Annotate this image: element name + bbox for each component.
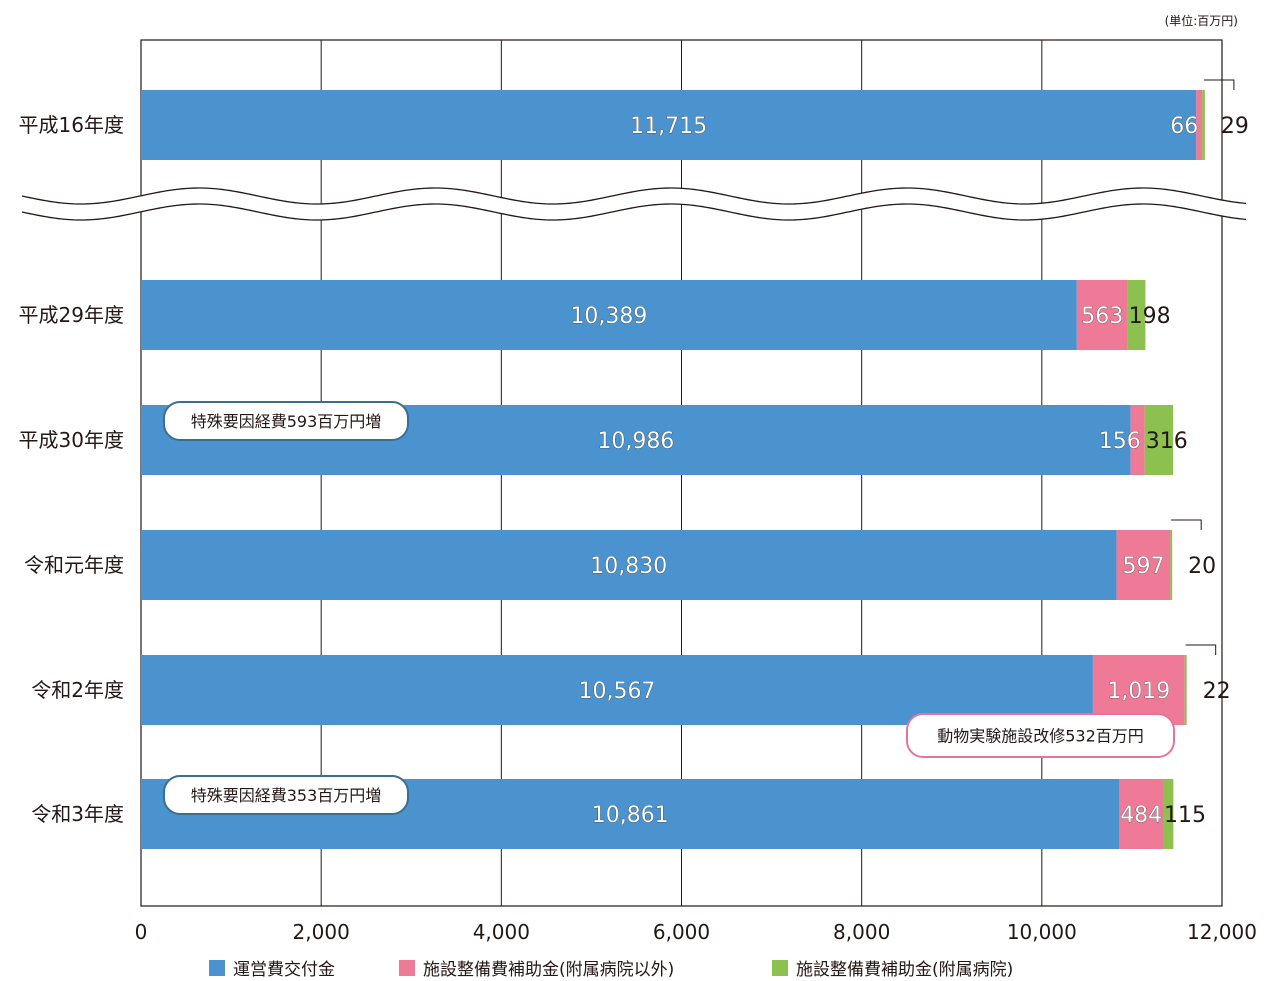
leader-line [1171, 519, 1202, 530]
legend-swatch-facility-other [399, 959, 415, 976]
value-label: 316 [1146, 429, 1188, 454]
x-tick-label: 2,000 [293, 920, 350, 944]
bar-segment [1144, 405, 1174, 475]
x-tick-label: 4,000 [473, 920, 530, 944]
value-label: 10,861 [592, 803, 669, 828]
category-label: 令和3年度 [31, 802, 124, 826]
annotation-text: 動物実験施設改修532百万円 [937, 727, 1144, 746]
unit-note: (単位:百万円) [1164, 14, 1238, 28]
axis-break-fill [22, 188, 1246, 220]
bar-segment [141, 280, 1077, 350]
bar-segment [1202, 90, 1205, 160]
category-label: 平成30年度 [19, 428, 124, 452]
bar-segment [1076, 280, 1128, 350]
legend-item-facility-other: 施設整備費補助金(附属病院以外) [399, 955, 674, 980]
bar-segment [141, 530, 1117, 600]
axis-break-line [21, 203, 1247, 221]
bar-segment [1119, 779, 1163, 849]
value-label: 10,986 [597, 429, 674, 454]
legend-label-operating: 運営費交付金 [233, 960, 335, 980]
annotation-box [163, 401, 409, 441]
stacked-bar-chart: 0 2,000 4,000 6,000 8,000 10,000 12,000 平成16年度 1… [19, 39, 1257, 944]
annotation-text: 特殊要因経費353百万円増 [191, 786, 382, 805]
annotation-box [906, 713, 1175, 758]
annotation-text: 特殊要因経費593百万円増 [191, 412, 382, 431]
value-label: 115 [1164, 803, 1206, 828]
x-tick-label: 12,000 [1187, 920, 1257, 944]
value-label: 10,567 [578, 679, 655, 704]
bar-segment [1116, 530, 1171, 600]
bar-segment [1127, 280, 1146, 350]
x-tick-label: 10,000 [1007, 920, 1077, 944]
chart-legend: 運営費交付金 施設整備費補助金(附属病院以外) 施設整備費補助金(附属病院) [0, 955, 1264, 981]
value-label: 22 [1203, 679, 1231, 704]
bar-segment [1162, 779, 1174, 849]
category-label: 平成29年度 [19, 303, 124, 327]
bar-segment [1184, 655, 1187, 725]
category-label: 平成16年度 [19, 113, 124, 137]
category-label: 令和2年度 [31, 678, 124, 702]
bar-segment [1130, 405, 1145, 475]
value-label: 484 [1120, 803, 1162, 828]
annotation-box [163, 775, 409, 815]
legend-swatch-operating [209, 959, 225, 976]
bar-segment [1196, 90, 1203, 160]
value-label: 20 [1188, 554, 1216, 579]
value-label: 597 [1122, 554, 1164, 579]
value-label: 563 [1081, 304, 1123, 329]
value-label: 10,830 [590, 554, 667, 579]
legend-swatch-facility-hospital [772, 959, 788, 976]
x-tick-label: 6,000 [653, 920, 710, 944]
legend-item-operating: 運営費交付金 [209, 955, 335, 980]
value-label: 1,019 [1107, 679, 1170, 704]
value-label: 198 [1129, 304, 1171, 329]
bar-segment [141, 90, 1197, 160]
category-label: 令和元年度 [24, 553, 124, 577]
bar-segment [1170, 530, 1173, 600]
value-label: 10,389 [570, 304, 647, 329]
legend-label-facility-other: 施設整備費補助金(附属病院以外) [423, 960, 675, 980]
value-label: 156 [1099, 429, 1141, 454]
legend-label-facility-hospital: 施設整備費補助金(附属病院) [796, 960, 1014, 980]
x-tick-label: 0 [135, 920, 148, 944]
axis-break-line [21, 187, 1247, 205]
legend-item-facility-hospital: 施設整備費補助金(附属病院) [772, 955, 1013, 980]
x-tick-label: 8,000 [833, 920, 890, 944]
value-label: 11,715 [630, 114, 707, 139]
leader-line [1203, 79, 1235, 90]
value-label: 29 [1221, 114, 1249, 139]
leader-line [1185, 644, 1217, 655]
value-label: 66 [1170, 114, 1198, 139]
